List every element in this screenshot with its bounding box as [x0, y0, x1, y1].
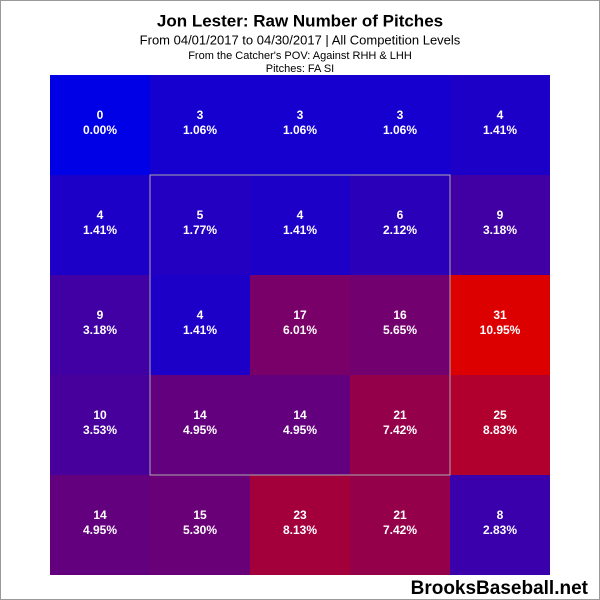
note: From the Catcher's POV: Against RHH & LH…	[188, 50, 412, 62]
heat-cell	[50, 375, 150, 475]
cell-percent: 4.95%	[283, 423, 317, 437]
cell-count: 4	[497, 108, 504, 122]
cell-percent: 6.01%	[283, 323, 317, 337]
cell-count: 16	[393, 308, 407, 322]
strike-zone	[149, 174, 451, 476]
heat-cell	[450, 375, 550, 475]
heat-cell	[150, 475, 250, 575]
heat-cell	[250, 175, 350, 275]
cell-count: 31	[493, 308, 507, 322]
cell-percent: 4.95%	[83, 523, 117, 537]
cell-count: 9	[97, 308, 104, 322]
note: Pitches: FA SI	[266, 63, 334, 75]
heat-cell	[350, 475, 450, 575]
cell-count: 3	[297, 108, 304, 122]
cell-count: 3	[197, 108, 204, 122]
heat-cell	[350, 375, 450, 475]
cell-percent: 1.41%	[183, 323, 217, 337]
heat-cell	[150, 75, 250, 175]
cell-percent: 5.65%	[383, 323, 417, 337]
heat-cell	[50, 75, 150, 175]
heat-cell	[250, 375, 350, 475]
cell-percent: 1.41%	[483, 123, 517, 137]
heat-cell	[150, 175, 250, 275]
cell-count: 6	[397, 208, 404, 222]
cell-count: 25	[493, 408, 507, 422]
heat-cell	[50, 475, 150, 575]
cell-percent: 7.42%	[383, 423, 417, 437]
cell-percent: 3.18%	[83, 323, 117, 337]
heat-cell	[450, 475, 550, 575]
heat-cell	[250, 275, 350, 375]
cell-count: 4	[297, 208, 304, 222]
heat-cell	[350, 75, 450, 175]
cell-count: 10	[93, 408, 107, 422]
cell-count: 4	[197, 308, 204, 322]
heat-cell	[350, 275, 450, 375]
cell-count: 21	[393, 408, 407, 422]
cell-percent: 4.95%	[183, 423, 217, 437]
heat-cell	[150, 375, 250, 475]
heat-cell	[50, 275, 150, 375]
cell-count: 8	[497, 508, 504, 522]
cell-percent: 3.18%	[483, 223, 517, 237]
cell-count: 17	[293, 308, 307, 322]
watermark: BrooksBaseball.net	[411, 578, 589, 599]
cell-count: 9	[497, 208, 504, 222]
cell-percent: 1.06%	[183, 123, 217, 137]
cell-percent: 1.41%	[83, 223, 117, 237]
cell-percent: 10.95%	[480, 323, 521, 337]
heat-cell	[250, 475, 350, 575]
heat-cell	[450, 175, 550, 275]
cell-count: 14	[93, 508, 107, 522]
cell-percent: 1.06%	[383, 123, 417, 137]
cell-percent: 2.12%	[383, 223, 417, 237]
heat-cell	[50, 175, 150, 275]
chart-title: Jon Lester: Raw Number of Pitches	[157, 11, 443, 30]
cell-percent: 7.42%	[383, 523, 417, 537]
cell-count: 14	[193, 408, 207, 422]
cell-count: 3	[397, 108, 404, 122]
cell-percent: 1.06%	[283, 123, 317, 137]
heat-cell	[350, 175, 450, 275]
cell-percent: 3.53%	[83, 423, 117, 437]
cell-count: 23	[293, 508, 307, 522]
cell-percent: 1.77%	[183, 223, 217, 237]
cell-count: 14	[293, 408, 307, 422]
heat-cell	[450, 275, 550, 375]
cell-percent: 5.30%	[183, 523, 217, 537]
cell-percent: 1.41%	[283, 223, 317, 237]
cell-percent: 8.13%	[283, 523, 317, 537]
cell-count: 4	[97, 208, 104, 222]
cell-count: 15	[193, 508, 207, 522]
cell-percent: 0.00%	[83, 123, 117, 137]
heat-cell	[450, 75, 550, 175]
cell-count: 21	[393, 508, 407, 522]
cell-percent: 8.83%	[483, 423, 517, 437]
chart-subtitle: From 04/01/2017 to 04/30/2017 | All Comp…	[140, 32, 461, 47]
heat-cell	[150, 275, 250, 375]
cell-percent: 2.83%	[483, 523, 517, 537]
cell-count: 0	[97, 108, 104, 122]
heat-cell	[250, 75, 350, 175]
cell-count: 5	[197, 208, 204, 222]
